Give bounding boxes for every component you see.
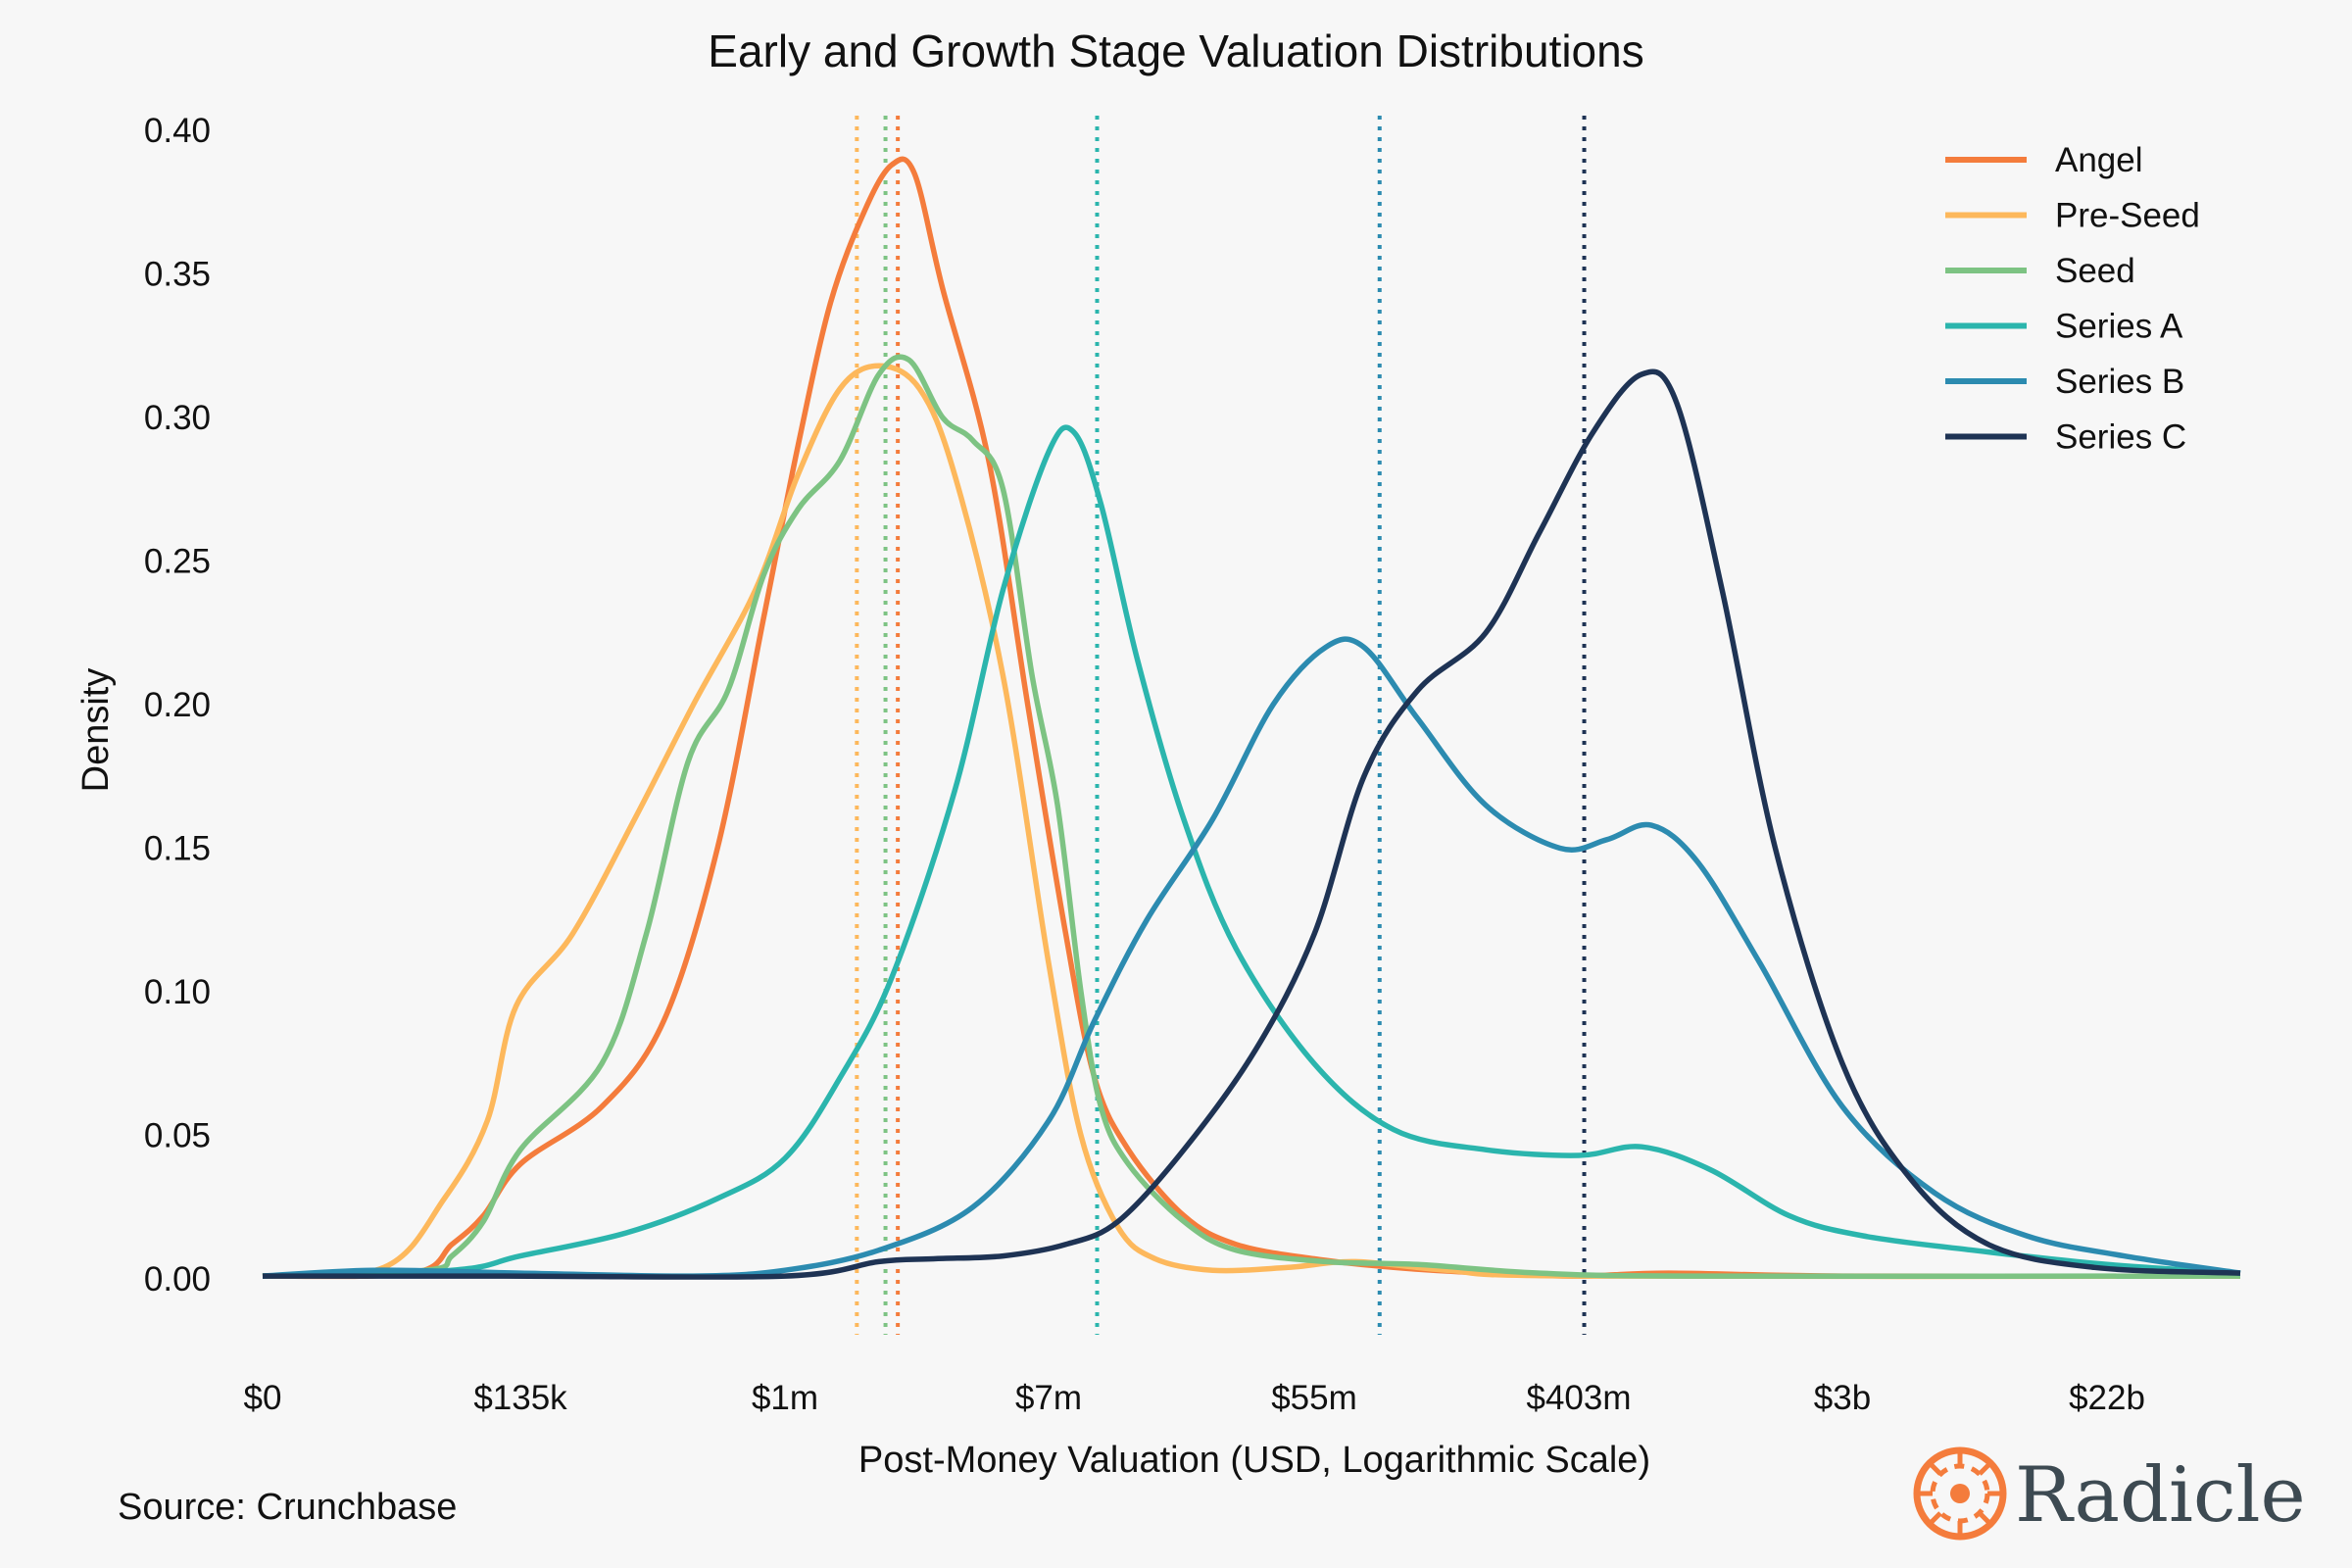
x-axis-ticks: $0 $135k $1m $7m $55m $403m $3b $22b <box>244 1379 2145 1417</box>
source-note: Source: Crunchbase <box>118 1487 457 1528</box>
series-line-series-a <box>262 424 2241 1279</box>
legend-label: Series C <box>2055 418 2186 457</box>
y-tick-label: 0.40 <box>144 112 211 150</box>
x-tick-label: $22b <box>2069 1379 2145 1417</box>
x-axis-label: Post-Money Valuation (USD, Logarithmic S… <box>858 1440 1650 1481</box>
y-tick-label: 0.35 <box>144 256 211 294</box>
legend-label: Seed <box>2055 252 2135 290</box>
radicle-logo: Radicle <box>1913 1446 2306 1541</box>
y-axis-ticks: 0.00 0.05 0.10 0.15 0.20 0.25 0.30 0.35 0.40 <box>144 112 211 1298</box>
y-tick-label: 0.25 <box>144 543 211 581</box>
legend-label: Series A <box>2055 308 2183 346</box>
x-tick-label: $135k <box>473 1379 567 1417</box>
x-tick-label: $55m <box>1271 1379 1357 1417</box>
legend-label: Series B <box>2055 363 2184 401</box>
y-tick-label: 0.15 <box>144 830 211 868</box>
radicle-logo-icon <box>1913 1446 2007 1541</box>
series-line-series-c <box>262 368 2241 1280</box>
legend: Angel Pre-Seed Seed Series A Series B Series … <box>1945 141 2200 457</box>
y-tick-label: 0.30 <box>144 399 211 437</box>
y-tick-label: 0.00 <box>144 1260 211 1298</box>
legend-label: Angel <box>2055 141 2143 179</box>
x-tick-label: $403m <box>1526 1379 1631 1417</box>
radicle-logo-text: Radicle <box>2015 1451 2306 1540</box>
median-lines <box>855 116 1587 1335</box>
x-tick-label: $7m <box>1015 1379 1082 1417</box>
y-tick-label: 0.20 <box>144 686 211 724</box>
x-tick-label: $3b <box>1814 1379 1871 1417</box>
legend-label: Pre-Seed <box>2055 197 2200 235</box>
y-tick-label: 0.05 <box>144 1117 211 1155</box>
series-line-seed <box>262 354 2241 1280</box>
y-axis-label: Density <box>75 668 117 793</box>
series-line-series-b <box>262 636 2241 1279</box>
chart-title: Early and Growth Stage Valuation Distrib… <box>708 25 1643 76</box>
density-curves <box>262 156 2241 1280</box>
y-tick-label: 0.10 <box>144 973 211 1011</box>
x-tick-label: $0 <box>244 1379 282 1417</box>
x-tick-label: $1m <box>752 1379 818 1417</box>
